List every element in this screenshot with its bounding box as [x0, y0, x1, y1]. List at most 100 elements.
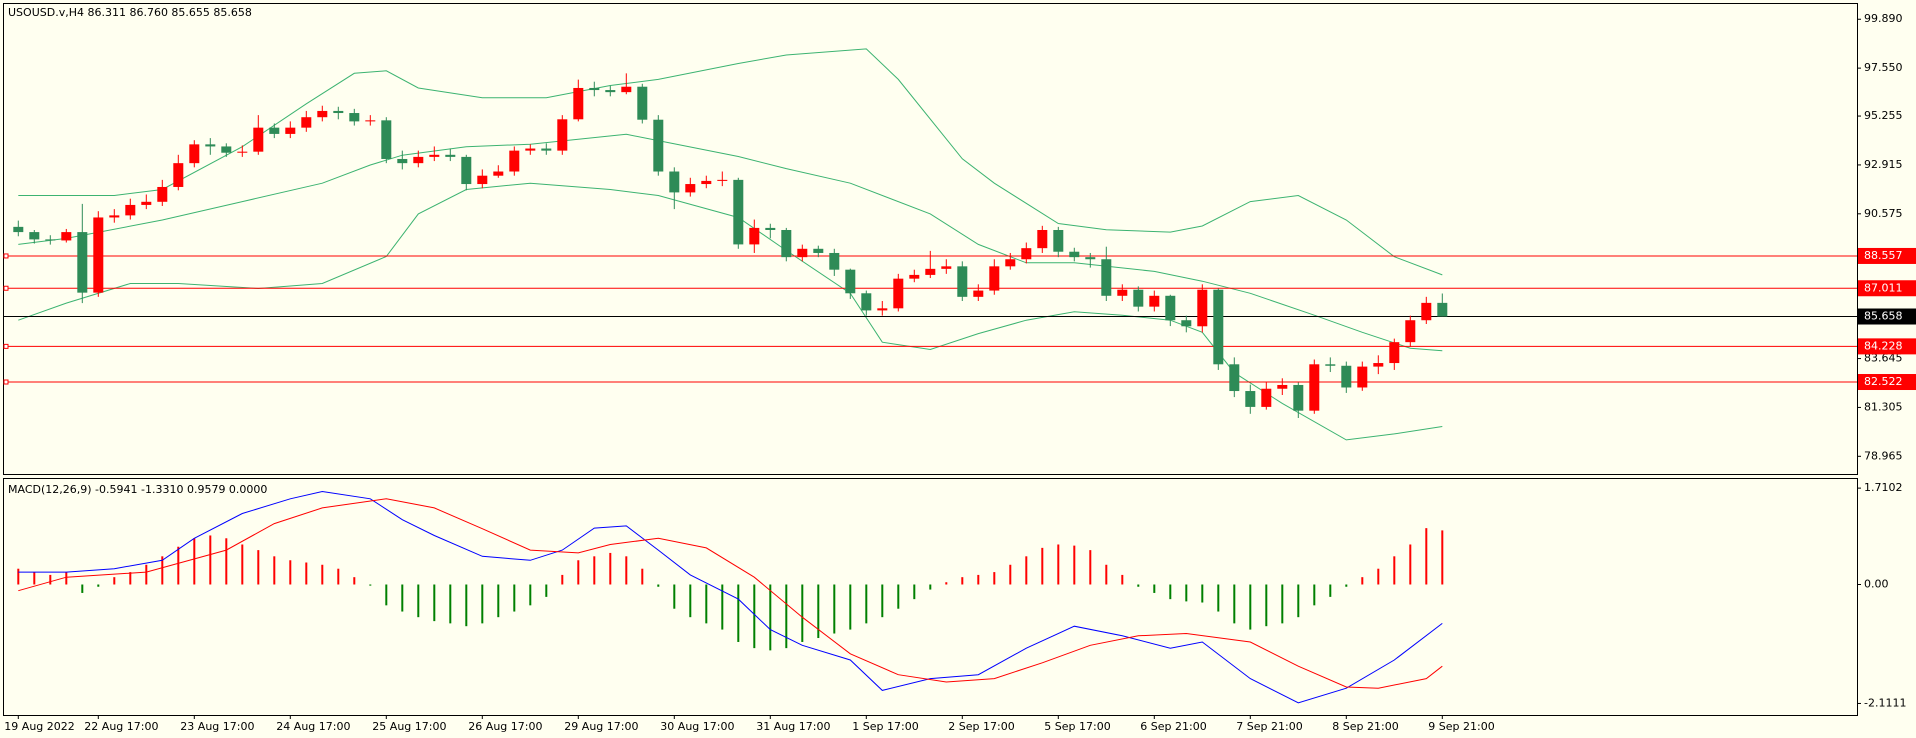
candle-body — [13, 226, 24, 233]
candle-body — [173, 163, 184, 187]
candle-body — [749, 227, 760, 245]
candle-body — [717, 179, 728, 181]
bollinger-band — [18, 48, 1443, 276]
candle-body — [1181, 320, 1192, 327]
candle-body — [909, 274, 920, 279]
candle-body — [205, 144, 216, 147]
candle-body — [541, 148, 552, 151]
candle-body — [253, 127, 264, 152]
candle-body — [381, 120, 392, 159]
candle-body — [845, 269, 856, 294]
x-tick-label: 8 Sep 21:00 — [1332, 720, 1398, 733]
candle-body — [669, 171, 680, 193]
level-label: 88.557 — [1864, 249, 1903, 262]
candle-body — [861, 293, 872, 311]
candle-body — [1245, 391, 1256, 407]
candle-body — [365, 120, 376, 122]
candle-body — [1293, 384, 1304, 411]
candle-body — [445, 154, 456, 157]
candle-body — [61, 232, 72, 241]
candle-body — [605, 90, 616, 93]
x-tick-label: 26 Aug 17:00 — [468, 720, 542, 733]
candle-body — [109, 215, 120, 218]
candle-body — [413, 156, 424, 164]
candle-body — [973, 290, 984, 297]
candle-body — [989, 266, 1000, 291]
candle-body — [1213, 289, 1224, 365]
y-tick-label: -2.1111 — [1864, 696, 1906, 709]
x-tick-label: 29 Aug 17:00 — [564, 720, 638, 733]
candle-body — [1117, 289, 1128, 296]
candle-body — [189, 144, 200, 164]
candle-body — [1229, 364, 1240, 392]
candle-body — [429, 154, 440, 157]
current-price-label: 85.658 — [1864, 310, 1903, 323]
candle-body — [493, 171, 504, 176]
candle-body — [1373, 363, 1384, 367]
candle-body — [141, 201, 152, 205]
candle-body — [301, 117, 312, 128]
candle-body — [781, 229, 792, 258]
candle-body — [269, 127, 280, 134]
candle-body — [525, 148, 536, 151]
macd-title: MACD(12,26,9) -0.5941 -1.3310 0.9579 0.0… — [8, 483, 267, 496]
x-tick-label: 1 Sep 17:00 — [852, 720, 918, 733]
candle-body — [893, 278, 904, 309]
y-tick-label: 81.305 — [1864, 400, 1903, 413]
candle-body — [1053, 229, 1064, 252]
candle-body — [1325, 364, 1336, 366]
y-tick-label: 95.255 — [1864, 109, 1903, 122]
candle-body — [1261, 388, 1272, 407]
level-label: 82.522 — [1864, 375, 1903, 388]
candle-body — [701, 180, 712, 185]
candle-body — [77, 232, 88, 293]
candle-body — [1341, 365, 1352, 388]
level-box — [1858, 280, 1916, 297]
candle-body — [589, 87, 600, 91]
level-box — [1858, 338, 1916, 355]
x-tick-label: 9 Sep 21:00 — [1428, 720, 1494, 733]
candle-body — [45, 239, 56, 241]
x-tick-label: 31 Aug 17:00 — [756, 720, 830, 733]
candle-body — [317, 110, 328, 118]
macd-panel-frame — [3, 478, 1858, 716]
candle-body — [1357, 366, 1368, 388]
candle-body — [509, 150, 520, 172]
candle-body — [1421, 302, 1432, 321]
candle-body — [1405, 320, 1416, 343]
candle-body — [1165, 295, 1176, 321]
x-tick-label: 30 Aug 17:00 — [660, 720, 734, 733]
candle-body — [957, 266, 968, 297]
candle-body — [333, 110, 344, 114]
candle-body — [1149, 295, 1160, 307]
candle-body — [1085, 257, 1096, 260]
y-tick-label: 90.575 — [1864, 207, 1903, 220]
candle-body — [237, 151, 248, 153]
candle-body — [157, 186, 168, 202]
candle-body — [797, 248, 808, 258]
level-anchor — [3, 379, 9, 385]
candle-body — [93, 217, 104, 293]
candle-body — [1309, 364, 1320, 411]
candle-body — [349, 113, 360, 122]
y-tick-label: 97.550 — [1864, 61, 1903, 74]
candle-body — [829, 252, 840, 270]
x-tick-label: 6 Sep 21:00 — [1140, 720, 1206, 733]
candle-body — [477, 175, 488, 185]
y-tick-label: 78.965 — [1864, 449, 1903, 462]
macd-line — [18, 498, 1443, 689]
candle-body — [1037, 229, 1048, 249]
candle-body — [877, 308, 888, 311]
x-tick-label: 7 Sep 21:00 — [1236, 720, 1302, 733]
candle-body — [1133, 289, 1144, 307]
candle-body — [685, 184, 696, 193]
candle-body — [1021, 248, 1032, 260]
level-label: 87.011 — [1864, 281, 1903, 294]
x-tick-label: 24 Aug 17:00 — [276, 720, 350, 733]
candle-body — [1197, 289, 1208, 327]
candle-body — [125, 204, 136, 216]
candle-body — [1069, 251, 1080, 258]
